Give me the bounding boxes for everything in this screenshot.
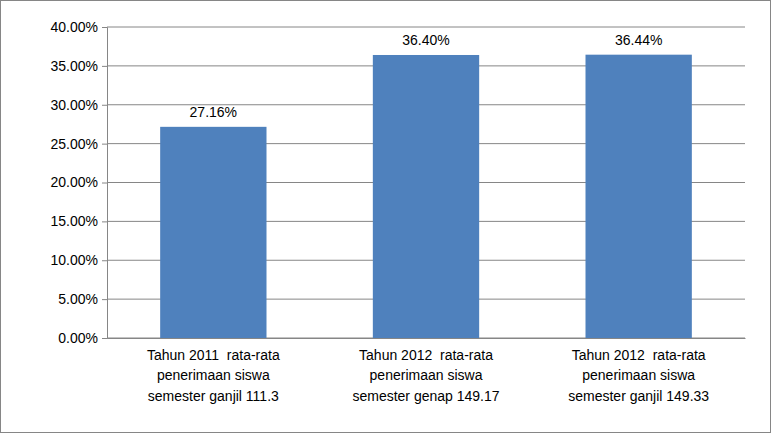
x-tick-label: Tahun 2012 rata-rata penerimaan siswa seme… [352, 347, 499, 404]
y-tick-mark [102, 105, 107, 106]
x-tick-label-line: Tahun 2012 rata-rata [572, 347, 706, 363]
data-label: 36.40% [402, 32, 449, 48]
x-tick-label-line: semester ganjil 149.33 [568, 388, 709, 404]
bars [160, 55, 692, 338]
x-tick-label-line: penerimaan siswa [157, 367, 270, 383]
y-tick: 15.00% [51, 213, 107, 229]
grid-line [107, 27, 745, 28]
y-axis-line [102, 28, 108, 339]
y-tick-mark [102, 221, 107, 222]
x-tick: Tahun 2012 rata-rata penerimaan siswa seme… [352, 338, 499, 404]
y-tick-mark [102, 299, 107, 300]
y-tick-label: 35.00% [51, 58, 98, 74]
y-tick-mark [102, 260, 107, 261]
chart: 0.00% 5.00% 10.00% 15.00% 20.00% 25.00% 30.00%… [0, 0, 772, 434]
y-tick: 40.00% [51, 19, 107, 35]
x-tick-label-line: penerimaan siswa [370, 367, 483, 383]
bar [160, 127, 266, 338]
y-axis: 0.00% 5.00% 10.00% 15.00% 20.00% 25.00% 30.00%… [51, 19, 108, 346]
bar [586, 55, 692, 338]
plot: 0.00% 5.00% 10.00% 15.00% 20.00% 25.00% 30.00%… [51, 19, 746, 404]
x-axis-line [108, 338, 746, 339]
bar [373, 55, 479, 338]
y-tick: 5.00% [58, 291, 107, 307]
y-tick-mark [102, 27, 107, 28]
y-tick-mark [102, 338, 107, 339]
y-tick: 35.00% [51, 58, 107, 74]
y-tick: 30.00% [51, 97, 107, 113]
x-tick-label-line: Tahun 2012 rata-rata [359, 347, 493, 363]
y-tick-label: 40.00% [51, 19, 98, 35]
y-tick: 25.00% [51, 136, 107, 152]
grid [107, 27, 745, 338]
data-label: 27.16% [190, 104, 237, 120]
y-tick-label: 15.00% [51, 213, 98, 229]
y-tick: 20.00% [51, 174, 107, 190]
y-tick-label: 5.00% [58, 291, 98, 307]
x-tick-label-line: semester genap 149.17 [352, 388, 499, 404]
x-tick-label: Tahun 2012 rata-rata penerimaan siswa seme… [568, 347, 709, 404]
y-tick-mark [102, 66, 107, 67]
data-label: 36.44% [615, 32, 662, 48]
x-axis: Tahun 2011 rata-rata penerimaan siswa seme… [108, 338, 746, 404]
x-tick: Tahun 2012 rata-rata penerimaan siswa seme… [568, 338, 709, 404]
data-labels: 27.16% 36.40% 36.44% [190, 32, 663, 120]
y-tick-label: 25.00% [51, 136, 98, 152]
y-tick-label: 0.00% [58, 330, 98, 346]
y-tick: 0.00% [58, 330, 107, 346]
y-tick-label: 10.00% [51, 252, 98, 268]
chart-border [1, 1, 771, 433]
x-tick-label-line: penerimaan siswa [582, 367, 695, 383]
y-tick-mark [102, 183, 107, 184]
x-tick: Tahun 2011 rata-rata penerimaan siswa seme… [147, 338, 280, 404]
y-tick-label: 20.00% [51, 174, 98, 190]
x-tick-label-line: Tahun 2011 rata-rata [147, 347, 280, 363]
x-tick-label: Tahun 2011 rata-rata penerimaan siswa seme… [147, 347, 280, 404]
y-tick-mark [102, 144, 107, 145]
y-tick: 10.00% [51, 252, 107, 268]
y-tick-label: 30.00% [51, 97, 98, 113]
x-tick-label-line: semester ganjil 111.3 [148, 388, 279, 404]
